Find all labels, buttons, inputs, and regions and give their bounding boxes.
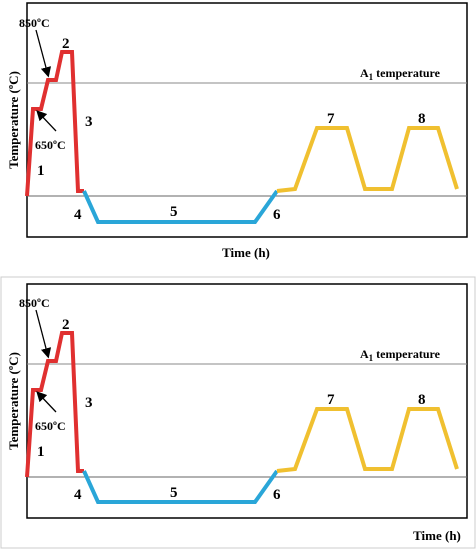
panel-top: 850ºC 650ºC A1 temperature 1 2 3 4 5 6 7…	[6, 2, 468, 260]
annotation-650: 650ºC	[35, 138, 66, 152]
cryogenic-curve	[82, 469, 279, 504]
heating-curve	[25, 50, 84, 197]
step-label-6: 6	[273, 487, 281, 503]
plot-frame	[26, 2, 468, 238]
heating-curve	[25, 331, 84, 478]
arrow-650	[36, 391, 57, 413]
cryogenic-curve	[82, 189, 279, 224]
arrow-850	[35, 29, 52, 78]
a1-temperature-label: A1 temperature	[360, 347, 441, 363]
step-label-6: 6	[273, 207, 281, 223]
arrow-850	[35, 309, 52, 359]
step-label-1: 1	[37, 444, 45, 460]
arrow-650	[36, 110, 57, 132]
step-label-4: 4	[74, 207, 82, 223]
step-label-7: 7	[327, 111, 335, 127]
step-label-7: 7	[327, 392, 335, 408]
step-label-2: 2	[62, 36, 70, 52]
step-label-4: 4	[74, 487, 82, 503]
annotation-850: 850ºC	[19, 296, 50, 310]
y-axis-label: Temperature (ºC)	[6, 71, 21, 169]
x-axis-label: Time (h)	[222, 245, 270, 260]
panel-bottom: 850ºC 650ºC A1 temperature 1 2 3 4 5 6 7…	[0, 276, 476, 549]
step-label-8: 8	[418, 111, 426, 127]
step-label-8: 8	[418, 392, 426, 408]
step-label-5: 5	[170, 204, 178, 220]
annotation-650: 650ºC	[35, 419, 66, 433]
plot-frame	[26, 283, 468, 519]
a1-temperature-label: A1 temperature	[360, 66, 441, 82]
step-label-2: 2	[62, 317, 70, 333]
y-axis-label: Temperature (ºC)	[6, 352, 21, 450]
outer-border	[0, 276, 476, 549]
step-label-3: 3	[85, 395, 93, 411]
step-label-1: 1	[37, 163, 45, 179]
step-label-3: 3	[85, 114, 93, 130]
step-label-5: 5	[170, 485, 178, 501]
tempering-curve	[276, 126, 459, 193]
tempering-curve	[276, 407, 459, 473]
annotation-850: 850ºC	[19, 16, 50, 30]
x-axis-label: Time (h)	[413, 528, 461, 543]
